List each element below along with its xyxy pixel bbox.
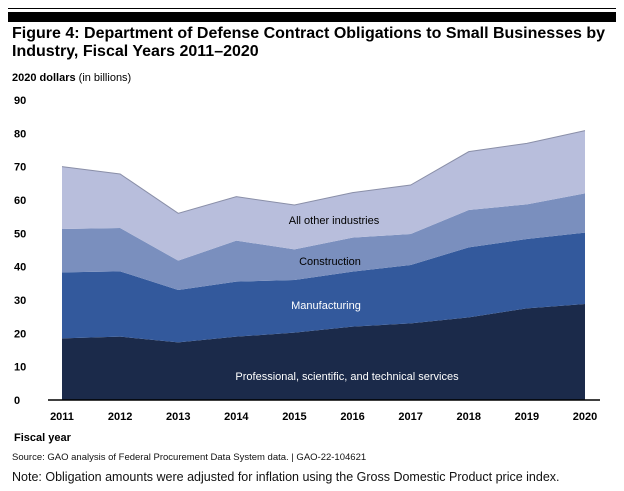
y-tick-label-8: 80 bbox=[14, 128, 26, 140]
area-series-1 bbox=[62, 232, 585, 343]
x-tick-label-2: 2013 bbox=[166, 411, 190, 423]
y-axis-unit-rest: (in billions) bbox=[75, 72, 132, 84]
x-tick-label-4: 2015 bbox=[282, 411, 306, 423]
x-axis-title: Fiscal year bbox=[14, 432, 72, 444]
series-label-2: Construction bbox=[299, 256, 361, 268]
y-axis-unit-bold: 2020 dollars bbox=[12, 72, 76, 84]
area-top-outline bbox=[61, 130, 586, 214]
y-tick-label-6: 60 bbox=[14, 195, 26, 207]
x-tick-label-7: 2018 bbox=[457, 411, 481, 423]
x-tick-label-6: 2017 bbox=[398, 411, 422, 423]
x-tick-label-1: 2012 bbox=[108, 411, 132, 423]
y-tick-label-4: 40 bbox=[14, 262, 26, 274]
y-tick-label-1: 10 bbox=[14, 362, 26, 374]
area-series-0 bbox=[62, 304, 585, 400]
y-tick-label-9: 90 bbox=[14, 95, 26, 107]
top-rule bbox=[8, 8, 616, 9]
x-tick-label-0: 2011 bbox=[50, 411, 74, 423]
y-tick-label-5: 50 bbox=[14, 228, 26, 240]
note-line: Note: Obligation amounts were adjusted f… bbox=[12, 470, 560, 484]
y-tick-label-7: 70 bbox=[14, 162, 26, 174]
area-series-3 bbox=[62, 130, 585, 261]
area-series-2 bbox=[62, 193, 585, 290]
y-tick-label-3: 30 bbox=[14, 295, 26, 307]
y-axis-unit-label: 2020 dollars (in billions) bbox=[12, 72, 131, 84]
series-label-3: All other industries bbox=[289, 215, 380, 227]
x-tick-label-5: 2016 bbox=[340, 411, 364, 423]
y-tick-label-2: 20 bbox=[14, 328, 26, 340]
x-tick-label-3: 2014 bbox=[224, 411, 249, 423]
title-banner-bar bbox=[8, 12, 616, 22]
y-tick-label-0: 0 bbox=[14, 395, 20, 407]
x-tick-label-9: 2020 bbox=[573, 411, 597, 423]
source-line: Source: GAO analysis of Federal Procurem… bbox=[12, 452, 367, 463]
x-tick-label-8: 2019 bbox=[515, 411, 539, 423]
series-label-1: Manufacturing bbox=[291, 300, 361, 312]
figure-title: Figure 4: Department of Defense Contract… bbox=[12, 25, 606, 60]
series-label-0: Professional, scientific, and technical … bbox=[235, 371, 459, 383]
